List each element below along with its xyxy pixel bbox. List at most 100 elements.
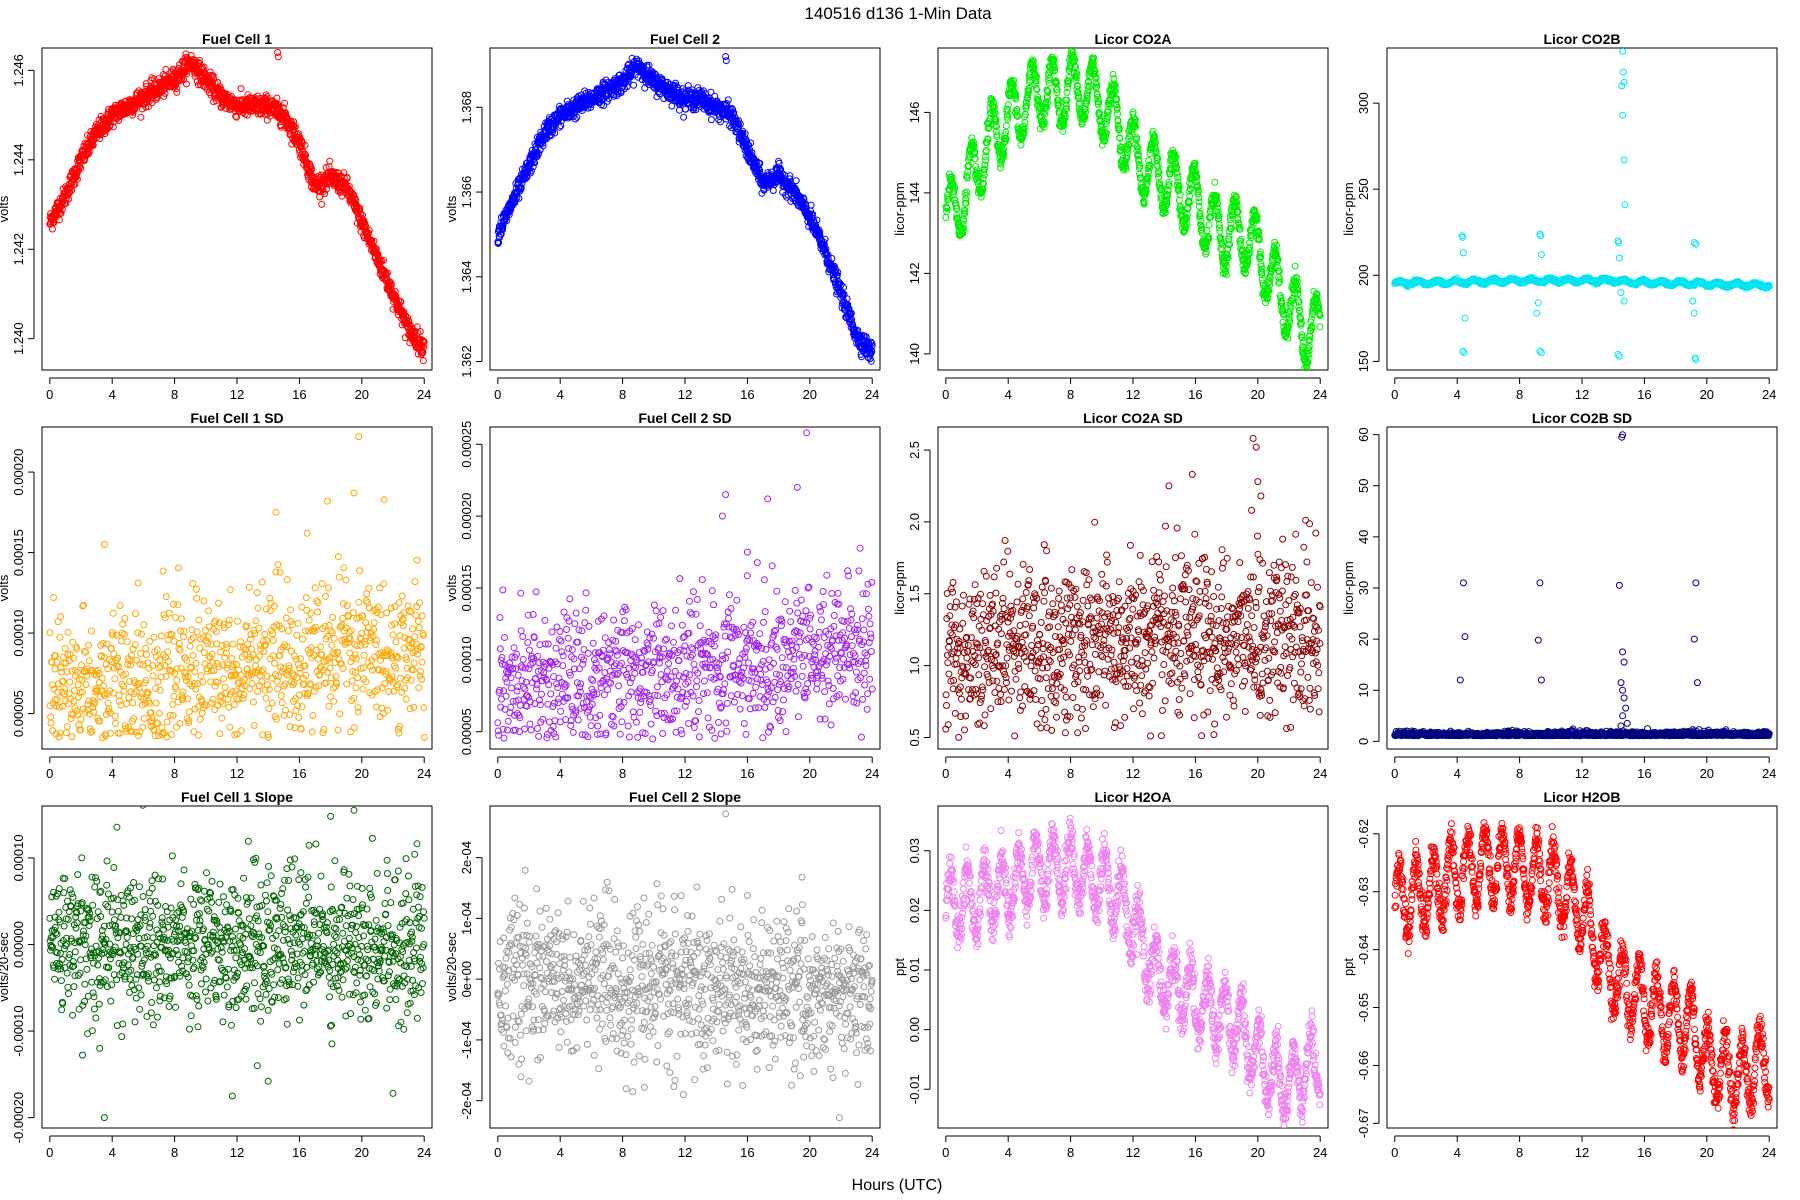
data-point xyxy=(527,167,535,175)
data-point xyxy=(980,180,987,188)
x-tick-label: 20 xyxy=(1251,387,1265,402)
data-point xyxy=(1203,227,1211,235)
data-point xyxy=(529,163,537,171)
data-point xyxy=(207,91,215,99)
data-point xyxy=(672,79,679,87)
data-point xyxy=(990,107,998,115)
data-point xyxy=(965,162,973,169)
data-point xyxy=(1261,294,1268,302)
data-point xyxy=(162,65,170,73)
data-point xyxy=(281,99,288,107)
data-point xyxy=(820,241,828,249)
x-tick-label: 4 xyxy=(557,387,564,402)
data-point xyxy=(1133,133,1140,141)
data-point xyxy=(1012,95,1020,103)
data-point xyxy=(1110,75,1118,82)
data-point xyxy=(1155,168,1163,176)
data-point xyxy=(1085,83,1093,91)
data-point xyxy=(1032,74,1040,82)
data-point xyxy=(984,136,992,143)
data-point xyxy=(397,298,405,306)
data-point xyxy=(1040,123,1048,131)
data-point xyxy=(1014,112,1022,120)
data-point xyxy=(1276,292,1284,300)
data-point xyxy=(802,202,810,210)
y-tick-label: 1.362 xyxy=(459,345,474,378)
data-point xyxy=(1255,231,1262,239)
data-point xyxy=(182,80,190,88)
data-point xyxy=(1111,87,1119,95)
data-point xyxy=(1298,319,1305,327)
data-point xyxy=(357,210,365,218)
data-point xyxy=(142,103,150,111)
data-point xyxy=(1004,101,1012,109)
data-point xyxy=(650,69,658,77)
data-point xyxy=(861,332,869,340)
data-point xyxy=(77,164,85,172)
data-point xyxy=(1033,86,1041,93)
data-point xyxy=(1222,267,1229,275)
data-point xyxy=(1215,221,1223,228)
data-point xyxy=(973,166,981,174)
data-point xyxy=(1308,325,1316,333)
data-point xyxy=(73,175,81,183)
x-tick-label: 20 xyxy=(355,387,369,402)
data-point xyxy=(1186,192,1194,200)
data-point xyxy=(1073,70,1081,78)
data-point xyxy=(1224,245,1232,253)
x-tick-label: 20 xyxy=(803,387,817,402)
data-point xyxy=(992,116,1000,124)
data-point xyxy=(1309,308,1317,316)
y-axis-label: volts xyxy=(0,195,11,222)
data-point xyxy=(1095,98,1102,106)
x-tick-label: 12 xyxy=(1575,387,1589,402)
data-point xyxy=(173,88,181,96)
data-point xyxy=(847,317,855,325)
x-tick-label: 16 xyxy=(740,387,754,402)
data-point xyxy=(384,269,391,277)
data-point xyxy=(1135,155,1143,163)
y-tick-label: 1.368 xyxy=(459,91,474,124)
data-point xyxy=(1255,227,1263,235)
data-point xyxy=(1071,56,1079,64)
data-point xyxy=(1196,209,1204,217)
data-point xyxy=(420,343,428,351)
data-point xyxy=(959,220,967,228)
data-point xyxy=(521,175,529,183)
data-point xyxy=(1173,164,1181,172)
data-point xyxy=(1123,152,1131,160)
data-point xyxy=(1237,235,1245,243)
data-point xyxy=(960,225,968,233)
data-point xyxy=(1044,99,1052,107)
data-point xyxy=(1246,243,1254,251)
data-point xyxy=(340,169,348,177)
data-point xyxy=(370,237,378,245)
data-point xyxy=(1072,63,1080,71)
data-point xyxy=(1146,164,1153,172)
data-point xyxy=(1055,100,1063,108)
data-point xyxy=(321,190,329,198)
data-point xyxy=(1255,236,1263,244)
data-point xyxy=(1114,117,1122,125)
x-tick-label: 24 xyxy=(865,387,879,402)
data-point xyxy=(420,338,428,346)
data-point xyxy=(405,317,413,325)
data-point xyxy=(1193,173,1201,181)
data-point xyxy=(959,230,967,237)
data-point xyxy=(1122,165,1130,173)
data-point xyxy=(57,209,65,217)
data-point xyxy=(1175,187,1183,195)
data-point xyxy=(237,85,245,93)
panel-title: Fuel Cell 1 xyxy=(202,31,272,47)
data-point xyxy=(953,204,961,212)
data-point xyxy=(844,303,851,311)
data-point xyxy=(1053,89,1061,97)
data-point xyxy=(1116,134,1124,142)
data-point xyxy=(1035,99,1043,107)
data-point xyxy=(404,314,411,322)
data-point xyxy=(1063,105,1070,113)
data-point xyxy=(1034,96,1042,104)
data-point xyxy=(556,123,564,131)
data-point xyxy=(183,70,191,78)
x-tick-label: 8 xyxy=(619,387,626,402)
